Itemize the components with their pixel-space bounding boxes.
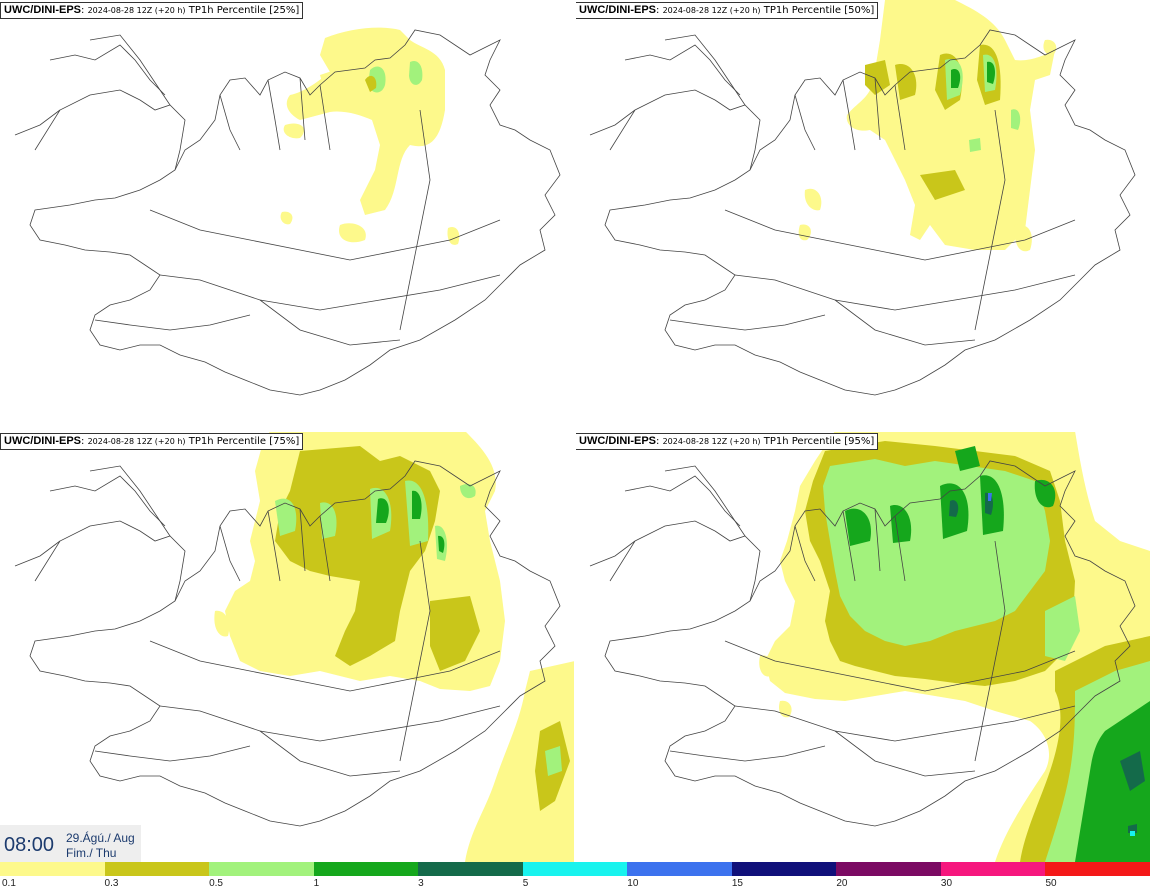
iceland-coastline	[14, 460, 561, 827]
legend-level-label: 10	[627, 878, 639, 889]
legend-swatch	[313, 862, 419, 876]
model-name: UWC/DINI-EPS	[579, 4, 656, 16]
legend-level-label: 0.3	[104, 878, 119, 889]
legend-level-label: 50	[1045, 878, 1057, 889]
variable-label: TP1h Percentile [75%]	[188, 436, 300, 447]
legend-swatch	[104, 862, 210, 876]
legend-swatch	[836, 862, 942, 876]
model-name: UWC/DINI-EPS	[4, 4, 81, 16]
legend-swatch	[940, 862, 1046, 876]
legend-level-label: 20	[836, 878, 848, 889]
variable-label: TP1h Percentile [50%]	[763, 5, 875, 16]
panel-title: UWC/DINI-EPS: 2024-08-28 12Z (+20 h) TP1…	[575, 433, 879, 450]
legend-swatch	[418, 862, 524, 876]
valid-date-line2: Fim./ Thu	[66, 846, 117, 860]
precip-shading	[214, 431, 575, 862]
panel-title: UWC/DINI-EPS: 2024-08-28 12Z (+20 h) TP1…	[0, 2, 304, 19]
iceland-coastline	[14, 29, 561, 396]
iceland-map-p75	[14, 431, 575, 862]
precip-legend-colorbar: 0.1 0.3 0.5 1 3 5 10 15 20 30 50	[0, 862, 1150, 891]
legend-level-label: 1	[313, 878, 320, 889]
legend-swatch	[627, 862, 733, 876]
variable-label: TP1h Percentile [25%]	[188, 5, 300, 16]
init-time: 2024-08-28 12Z (+20 h)	[87, 6, 186, 15]
legend-level-label: 5	[522, 878, 529, 889]
legend-swatch	[1045, 862, 1150, 876]
title-separator: :	[81, 5, 88, 16]
init-time: 2024-08-28 12Z (+20 h)	[87, 437, 186, 446]
iceland-coastline	[589, 29, 1136, 396]
title-separator: :	[656, 5, 663, 16]
legend-swatch	[209, 862, 315, 876]
iceland-map-p95	[589, 431, 1150, 862]
model-name: UWC/DINI-EPS	[4, 435, 81, 447]
legend-swatch	[522, 862, 628, 876]
precip-shading	[759, 431, 1150, 862]
valid-date-line1: 29.Ágú./ Aug	[66, 831, 135, 845]
legend-level-label: 0.5	[209, 878, 223, 889]
horizontal-divider	[0, 430, 1150, 432]
panel-title: UWC/DINI-EPS: 2024-08-28 12Z (+20 h) TP1…	[0, 433, 304, 450]
title-separator: :	[656, 436, 663, 447]
valid-clock: 08:00	[4, 834, 55, 856]
model-name: UWC/DINI-EPS	[579, 435, 656, 447]
valid-time-box: 08:00 29.Ágú./ Aug Fim./ Thu	[0, 825, 141, 862]
precip-shading	[798, 0, 1057, 252]
init-time: 2024-08-28 12Z (+20 h)	[662, 437, 761, 446]
iceland-map-p50	[589, 0, 1136, 396]
legend-level-label: 15	[731, 878, 743, 889]
init-time: 2024-08-28 12Z (+20 h)	[662, 6, 761, 15]
legend-swatch	[0, 862, 106, 876]
legend-level-label: 0.1	[2, 878, 16, 889]
iceland-map-p25	[14, 27, 561, 396]
legend-swatch	[731, 862, 837, 876]
legend-level-label: 3	[418, 878, 424, 889]
map-panel-p95: UWC/DINI-EPS: 2024-08-28 12Z (+20 h) TP1…	[575, 431, 1150, 862]
map-panel-p75: UWC/DINI-EPS: 2024-08-28 12Z (+20 h) TP1…	[0, 431, 575, 862]
precip-shading	[280, 27, 460, 245]
iceland-coastline	[589, 460, 1136, 827]
legend-level-label: 30	[940, 878, 953, 889]
map-panel-p25: UWC/DINI-EPS: 2024-08-28 12Z (+20 h) TP1…	[0, 0, 575, 431]
panel-title: UWC/DINI-EPS: 2024-08-28 12Z (+20 h) TP1…	[575, 2, 879, 19]
map-panel-p50: UWC/DINI-EPS: 2024-08-28 12Z (+20 h) TP1…	[575, 0, 1150, 431]
variable-label: TP1h Percentile [95%]	[763, 436, 875, 447]
title-separator: :	[81, 436, 88, 447]
